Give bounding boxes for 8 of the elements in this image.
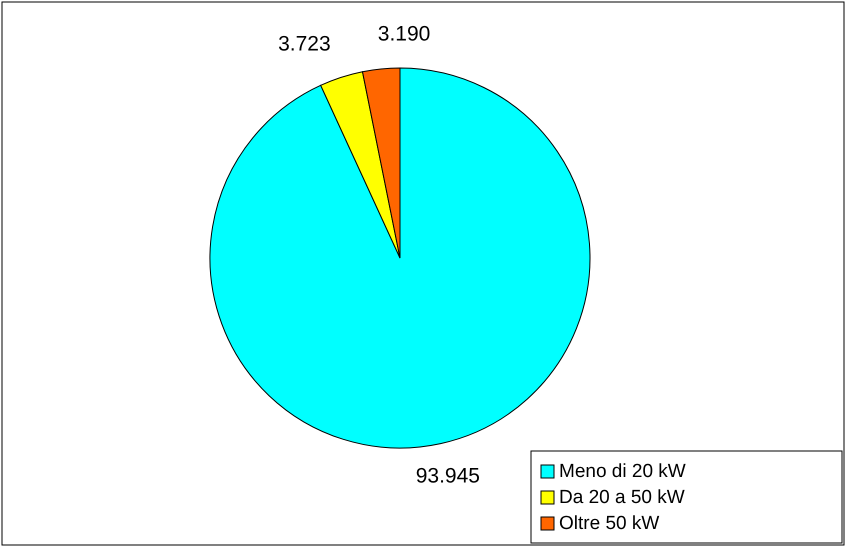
pie-slice: [320, 71, 400, 258]
data-label: 3.723: [278, 32, 331, 56]
pie-slice: [210, 68, 590, 448]
data-label: 3.190: [378, 22, 430, 46]
legend-label: Oltre 50 kW: [559, 513, 660, 534]
legend-label: Da 20 a 50 kW: [559, 487, 685, 508]
data-label: 93.945: [416, 464, 480, 488]
legend-label: Meno di 20 kW: [559, 461, 686, 482]
